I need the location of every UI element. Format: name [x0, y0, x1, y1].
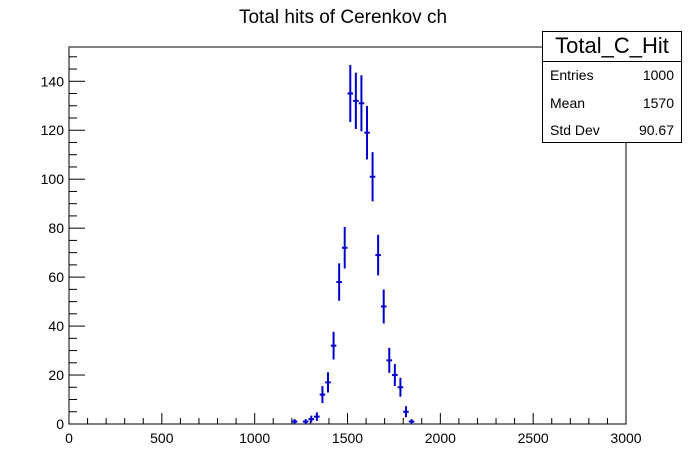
histogram-bin — [380, 289, 387, 324]
histogram-bin — [403, 406, 409, 418]
stats-box: Total_C_Hit Entries 1000 Mean 1570 Std D… — [542, 31, 682, 143]
stats-value: 1570 — [642, 94, 674, 111]
stats-row-stddev: Std Dev 90.67 — [543, 117, 681, 145]
histogram-bin — [291, 419, 298, 424]
x-tick-label: 2000 — [425, 430, 456, 446]
stats-label: Mean — [550, 94, 586, 111]
stats-title: Total_C_Hit — [543, 32, 681, 62]
histogram-bin — [308, 415, 315, 423]
histogram-bin — [392, 364, 398, 386]
x-tick-label: 2500 — [518, 430, 549, 446]
histogram-bin — [375, 234, 381, 276]
histogram-bin — [336, 263, 342, 301]
y-tick-label: 100 — [41, 171, 65, 187]
stats-value: 90.67 — [638, 122, 674, 138]
x-tick-label: 500 — [150, 430, 174, 446]
stats-value: 1000 — [642, 67, 674, 83]
x-tick-label: 1000 — [239, 430, 270, 446]
stats-row-mean: Mean 1570 — [543, 90, 681, 118]
tick-labels: 0 500 1000 1500 2000 2500 3000 0 20 40 60 80 100 120 1… — [41, 73, 642, 446]
y-tick-label: 120 — [41, 122, 65, 138]
histogram-bin — [325, 372, 331, 393]
stats-row-entries: Entries 1000 — [543, 62, 681, 90]
stats-label: Std Dev — [550, 122, 600, 138]
histogram-bin — [302, 419, 309, 424]
histogram-bin — [341, 226, 348, 269]
y-tick-label: 40 — [48, 318, 64, 334]
axis-ticks — [68, 56, 627, 425]
y-tick-label: 20 — [48, 367, 64, 383]
histogram-bin — [347, 65, 354, 122]
histogram-bin — [408, 419, 415, 424]
y-tick-label: 60 — [48, 269, 64, 285]
histogram-bin — [353, 72, 359, 129]
histogram-bin — [369, 152, 376, 202]
histogram-bin — [364, 105, 370, 160]
x-tick-label: 1500 — [332, 430, 363, 446]
x-tick-label: 0 — [65, 430, 73, 446]
histogram-bins — [291, 65, 415, 424]
histogram-bin — [358, 75, 365, 132]
y-tick-label: 140 — [41, 73, 65, 89]
histogram-bin — [397, 377, 404, 397]
y-tick-label: 80 — [48, 220, 64, 236]
y-tick-label: 0 — [56, 416, 64, 432]
histogram-bin — [319, 386, 326, 404]
histogram-bin — [386, 347, 393, 373]
x-tick-label: 3000 — [610, 430, 641, 446]
histogram-bin — [330, 331, 337, 360]
histogram-bin — [314, 412, 320, 421]
stats-label: Entries — [550, 67, 594, 83]
chart-title: Total hits of Cerenkov ch — [239, 7, 447, 28]
